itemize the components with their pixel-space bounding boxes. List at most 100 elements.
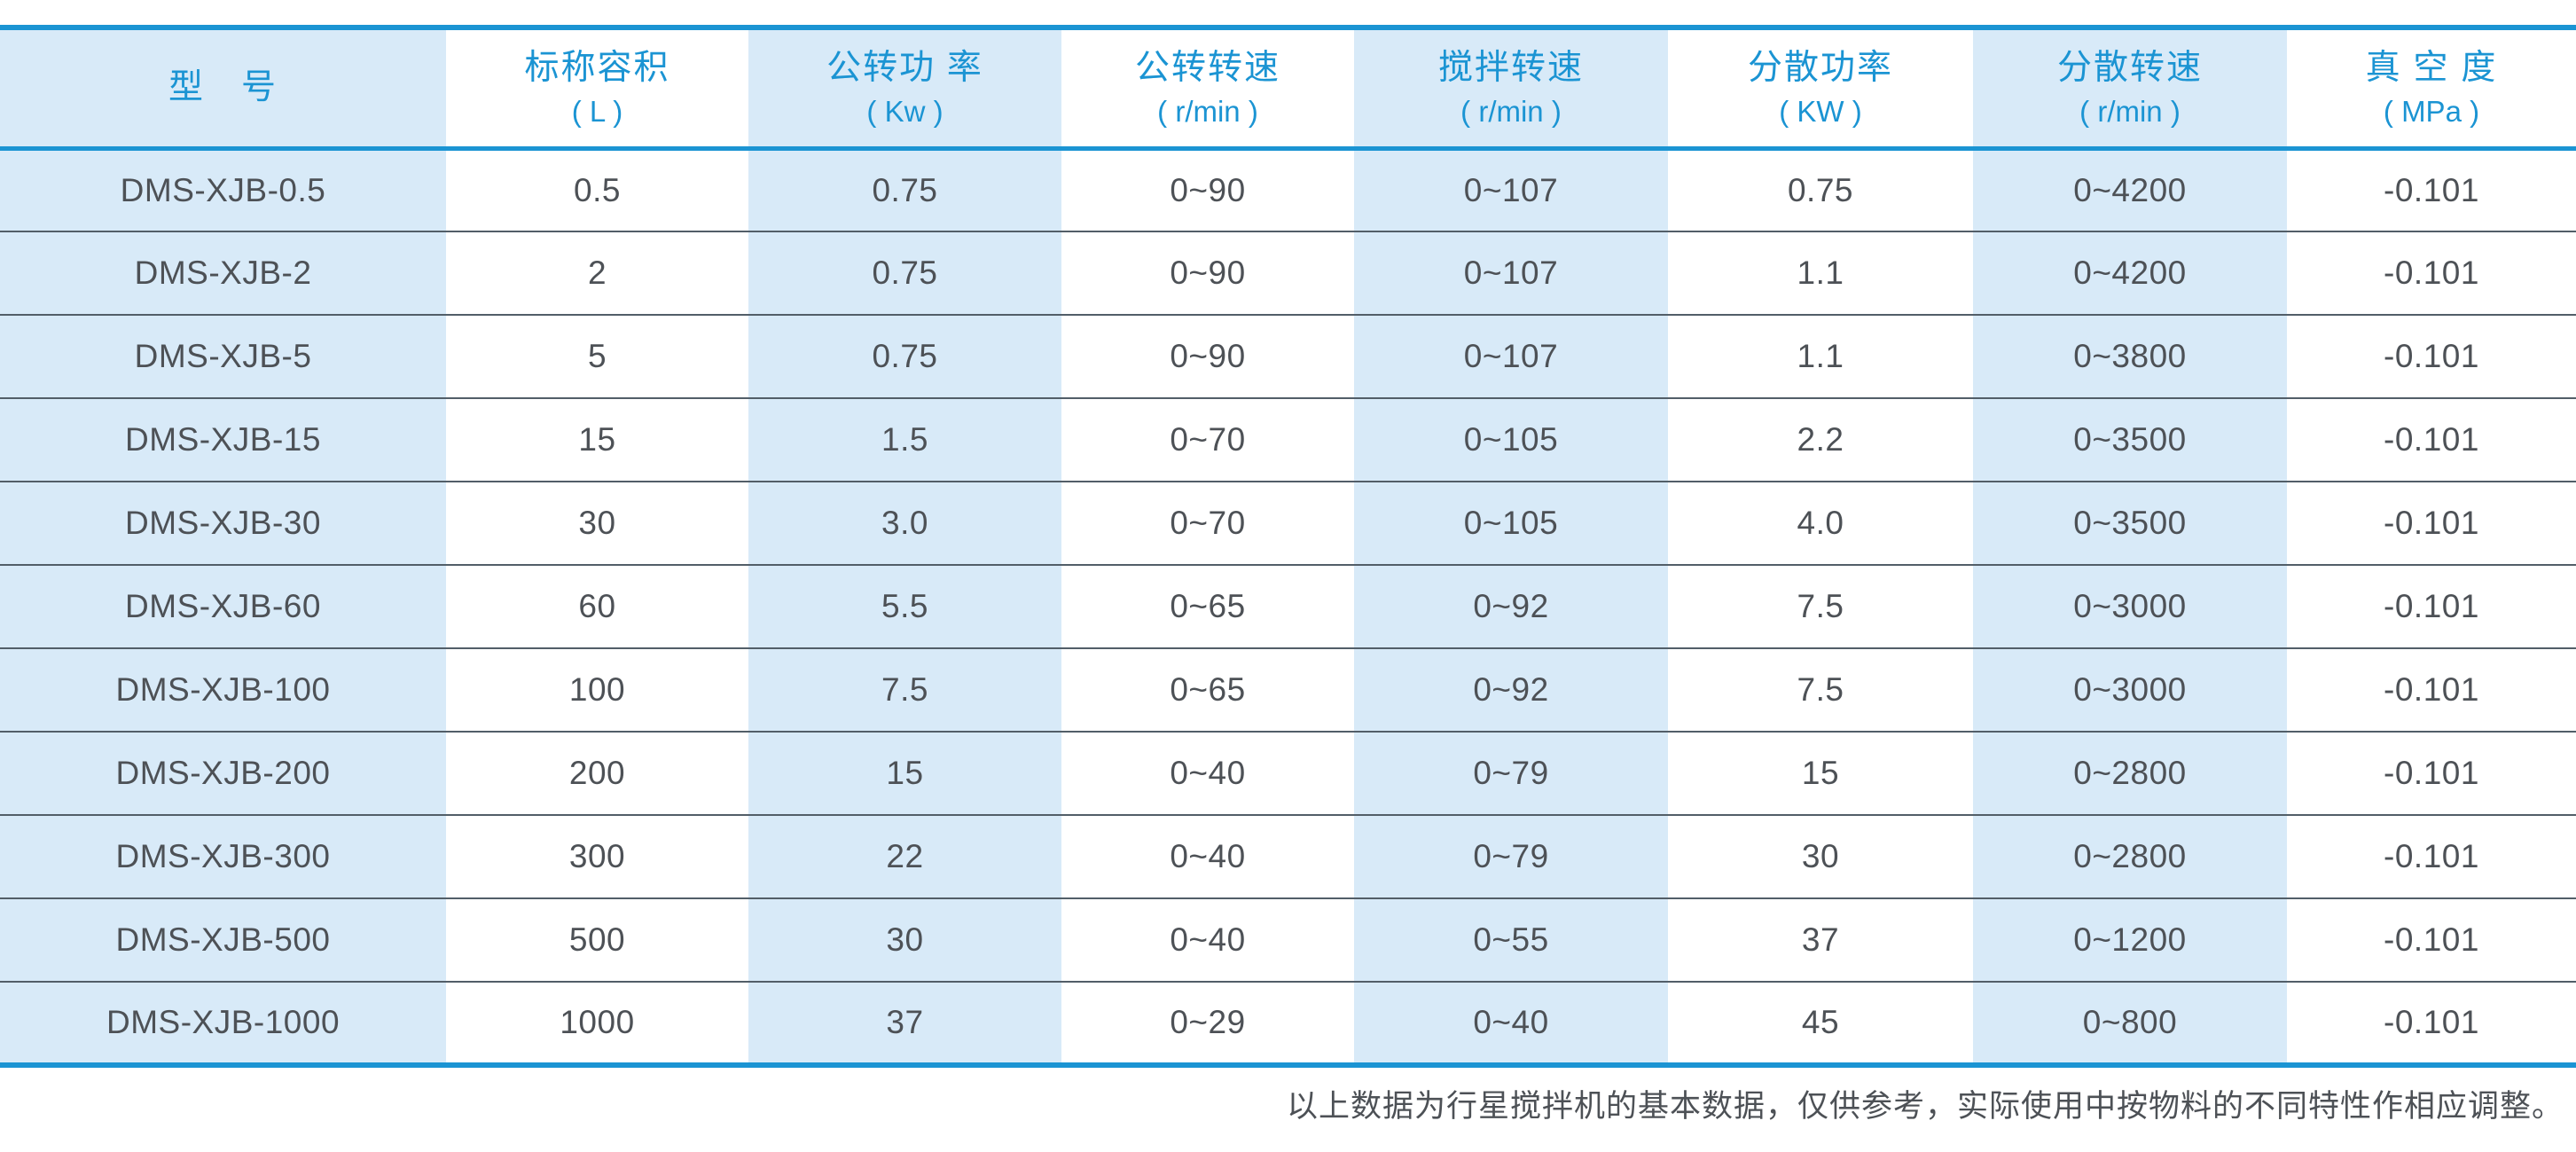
cell-revolution-power: 0.75 — [748, 148, 1061, 231]
cell-revolution-power: 30 — [748, 897, 1061, 982]
column-label: 真 空 度 — [2365, 48, 2498, 87]
cell-model: DMS-XJB-300 — [0, 814, 446, 898]
cell-vacuum-degree: -0.101 — [2287, 981, 2576, 1065]
cell-model: DMS-XJB-1000 — [0, 981, 446, 1065]
cell-dispersion-power: 45 — [1668, 981, 1973, 1065]
cell-model: DMS-XJB-15 — [0, 397, 446, 482]
column-header-dispersion-speed: 分散转速 ( r/min ) — [1973, 27, 2287, 151]
cell-dispersion-speed: 0~3800 — [1973, 314, 2287, 398]
column-unit: ( Kw ) — [866, 94, 943, 128]
cell-dispersion-speed: 0~1200 — [1973, 897, 2287, 982]
cell-model: DMS-XJB-2 — [0, 231, 446, 315]
column-unit: ( KW ) — [1779, 94, 1862, 128]
cell-vacuum-degree: -0.101 — [2384, 171, 2479, 208]
cell-revolution-speed: 0~90 — [1170, 171, 1246, 208]
table-row: DMS-XJB-1000 1000 37 0~29 0~40 45 0~800 -0.101 — [0, 981, 2576, 1065]
cell-nominal-capacity: 2 — [446, 231, 748, 315]
cell-dispersion-speed: 0~3500 — [1973, 481, 2287, 565]
cell-revolution-power: 0.75 — [748, 231, 1061, 315]
column-label: 分散功率 — [1747, 48, 1893, 87]
cell-model: DMS-XJB-100 — [0, 647, 446, 732]
column-header-dispersion-power: 分散功率 ( KW ) — [1668, 27, 1973, 151]
cell-dispersion-power: 2.2 — [1668, 397, 1973, 482]
cell-stirring-speed: 0~40 — [1354, 981, 1668, 1065]
footnote: 以上数据为行星搅拌机的基本数据，仅供参考，实际使用中按物料的不同特性作相应调整。 — [1286, 1088, 2564, 1124]
table-row: DMS-XJB-60 60 5.5 0~65 0~92 7.5 0~3000 -0.101 — [0, 564, 2576, 648]
cell-revolution-power: 3.0 — [748, 481, 1061, 565]
cell-stirring-speed: 0~105 — [1354, 397, 1668, 482]
cell-vacuum-degree: -0.101 — [2287, 314, 2576, 398]
cell-vacuum-degree: -0.101 — [2287, 814, 2576, 898]
table-row: DMS-XJB-0.5 0.5 0.75 0~90 0~107 0.75 0~4200 -0.… — [0, 148, 2576, 231]
cell-dispersion-speed: 0~3000 — [1973, 564, 2287, 648]
cell-dispersion-power: 1.1 — [1668, 314, 1973, 398]
cell-stirring-speed: 0~107 — [1354, 231, 1668, 315]
cell-dispersion-power: 4.0 — [1668, 481, 1973, 565]
cell-revolution-power: 22 — [748, 814, 1061, 898]
cell-model: DMS-XJB-30 — [0, 481, 446, 565]
cell-vacuum-degree: -0.101 — [2287, 231, 2576, 315]
cell-vacuum-degree: -0.101 — [2287, 647, 2576, 732]
cell-nominal-capacity: 1000 — [446, 981, 748, 1065]
column-label: 公转转速 — [1134, 48, 1280, 87]
cell-model: DMS-XJB-200 — [0, 731, 446, 815]
spec-table: 型 号标称容积( L ) 公转功 率( Kw ) 公转转速( r/min ) 搅拌转速… — [0, 25, 2576, 1068]
cell-model: DMS-XJB-0.5 — [0, 148, 446, 231]
cell-dispersion-speed: 0~2800 — [1973, 814, 2287, 898]
column-header-revolution-speed: 公转转速 ( r/min ) — [1061, 27, 1354, 151]
cell-stirring-speed: 0~92 — [1354, 564, 1668, 648]
table-header: 型 号标称容积( L ) 公转功 率( Kw ) 公转转速( r/min ) 搅拌转速… — [0, 27, 2576, 151]
column-header-nominal-capacity: 标称容积 ( L ) — [446, 27, 748, 151]
header-row: 型 号标称容积( L ) 公转功 率( Kw ) 公转转速( r/min ) 搅拌转速… — [0, 27, 2576, 151]
cell-revolution-speed: 0~70 — [1061, 397, 1354, 482]
cell-revolution-speed: 0~65 — [1061, 647, 1354, 732]
cell-nominal-capacity: 0.5 — [574, 171, 621, 208]
column-unit: ( r/min ) — [1157, 94, 1258, 128]
column-label: 型 号 — [168, 67, 278, 106]
cell-revolution-speed: 0~40 — [1061, 897, 1354, 982]
cell-stirring-speed: 0~92 — [1354, 647, 1668, 732]
cell-dispersion-power: 7.5 — [1668, 564, 1973, 648]
cell-revolution-power: 1.5 — [748, 397, 1061, 482]
table-row: DMS-XJB-30 30 3.0 0~70 0~105 4.0 0~3500 -0.101 — [0, 481, 2576, 565]
column-unit: ( r/min ) — [2079, 94, 2181, 128]
cell-revolution-speed: 0~29 — [1061, 981, 1354, 1065]
cell-nominal-capacity: 100 — [446, 647, 748, 732]
column-label: 搅拌转速 — [1437, 48, 1584, 87]
cell-dispersion-speed: 0~4200 — [1973, 231, 2287, 315]
cell-dispersion-power: 1.1 — [1668, 231, 1973, 315]
cell-dispersion-speed: 0~3000 — [1973, 647, 2287, 732]
table-row: DMS-XJB-2 2 0.75 0~90 0~107 1.1 0~4200 -0.101 — [0, 231, 2576, 315]
cell-dispersion-speed: 0~4200 — [1973, 148, 2287, 231]
cell-dispersion-speed: 0~800 — [1973, 981, 2287, 1065]
cell-dispersion-power: 7.5 — [1668, 647, 1973, 732]
column-label: 标称容积 — [524, 48, 670, 87]
cell-stirring-speed: 0~107 — [1354, 314, 1668, 398]
table-row: DMS-XJB-100 100 7.5 0~65 0~92 7.5 0~3000 -0.101 — [0, 647, 2576, 732]
cell-nominal-capacity: 5 — [446, 314, 748, 398]
cell-revolution-speed: 0~70 — [1061, 481, 1354, 565]
cell-vacuum-degree: -0.101 — [2287, 564, 2576, 648]
cell-model: DMS-XJB-5 — [0, 314, 446, 398]
table-row: DMS-XJB-300 300 22 0~40 0~79 30 0~2800 -0.101 — [0, 814, 2576, 898]
table-row: DMS-XJB-15 15 1.5 0~70 0~105 2.2 0~3500 -0.101 — [0, 397, 2576, 482]
cell-stirring-speed: 0~105 — [1354, 481, 1668, 565]
cell-model: DMS-XJB-500 — [0, 897, 446, 982]
cell-nominal-capacity: 15 — [446, 397, 748, 482]
cell-vacuum-degree: -0.101 — [2287, 481, 2576, 565]
column-header-vacuum-degree: 真 空 度 ( MPa ) — [2287, 27, 2576, 151]
cell-stirring-speed: 0~79 — [1354, 814, 1668, 898]
cell-revolution-speed: 0~40 — [1061, 731, 1354, 815]
cell-stirring-speed: 0~79 — [1354, 731, 1668, 815]
cell-revolution-power: 0.75 — [748, 314, 1061, 398]
column-label: 分散转速 — [2056, 48, 2203, 87]
cell-nominal-capacity: 300 — [446, 814, 748, 898]
cell-dispersion-power: 37 — [1668, 897, 1973, 982]
table-row: DMS-XJB-200 200 15 0~40 0~79 15 0~2800 -0.101 — [0, 731, 2576, 815]
cell-nominal-capacity: 30 — [446, 481, 748, 565]
cell-nominal-capacity: 60 — [446, 564, 748, 648]
column-unit: ( L ) — [571, 94, 623, 128]
cell-revolution-power: 7.5 — [748, 647, 1061, 732]
cell-stirring-speed: 0~107 — [1354, 148, 1668, 231]
cell-revolution-power: 15 — [748, 731, 1061, 815]
